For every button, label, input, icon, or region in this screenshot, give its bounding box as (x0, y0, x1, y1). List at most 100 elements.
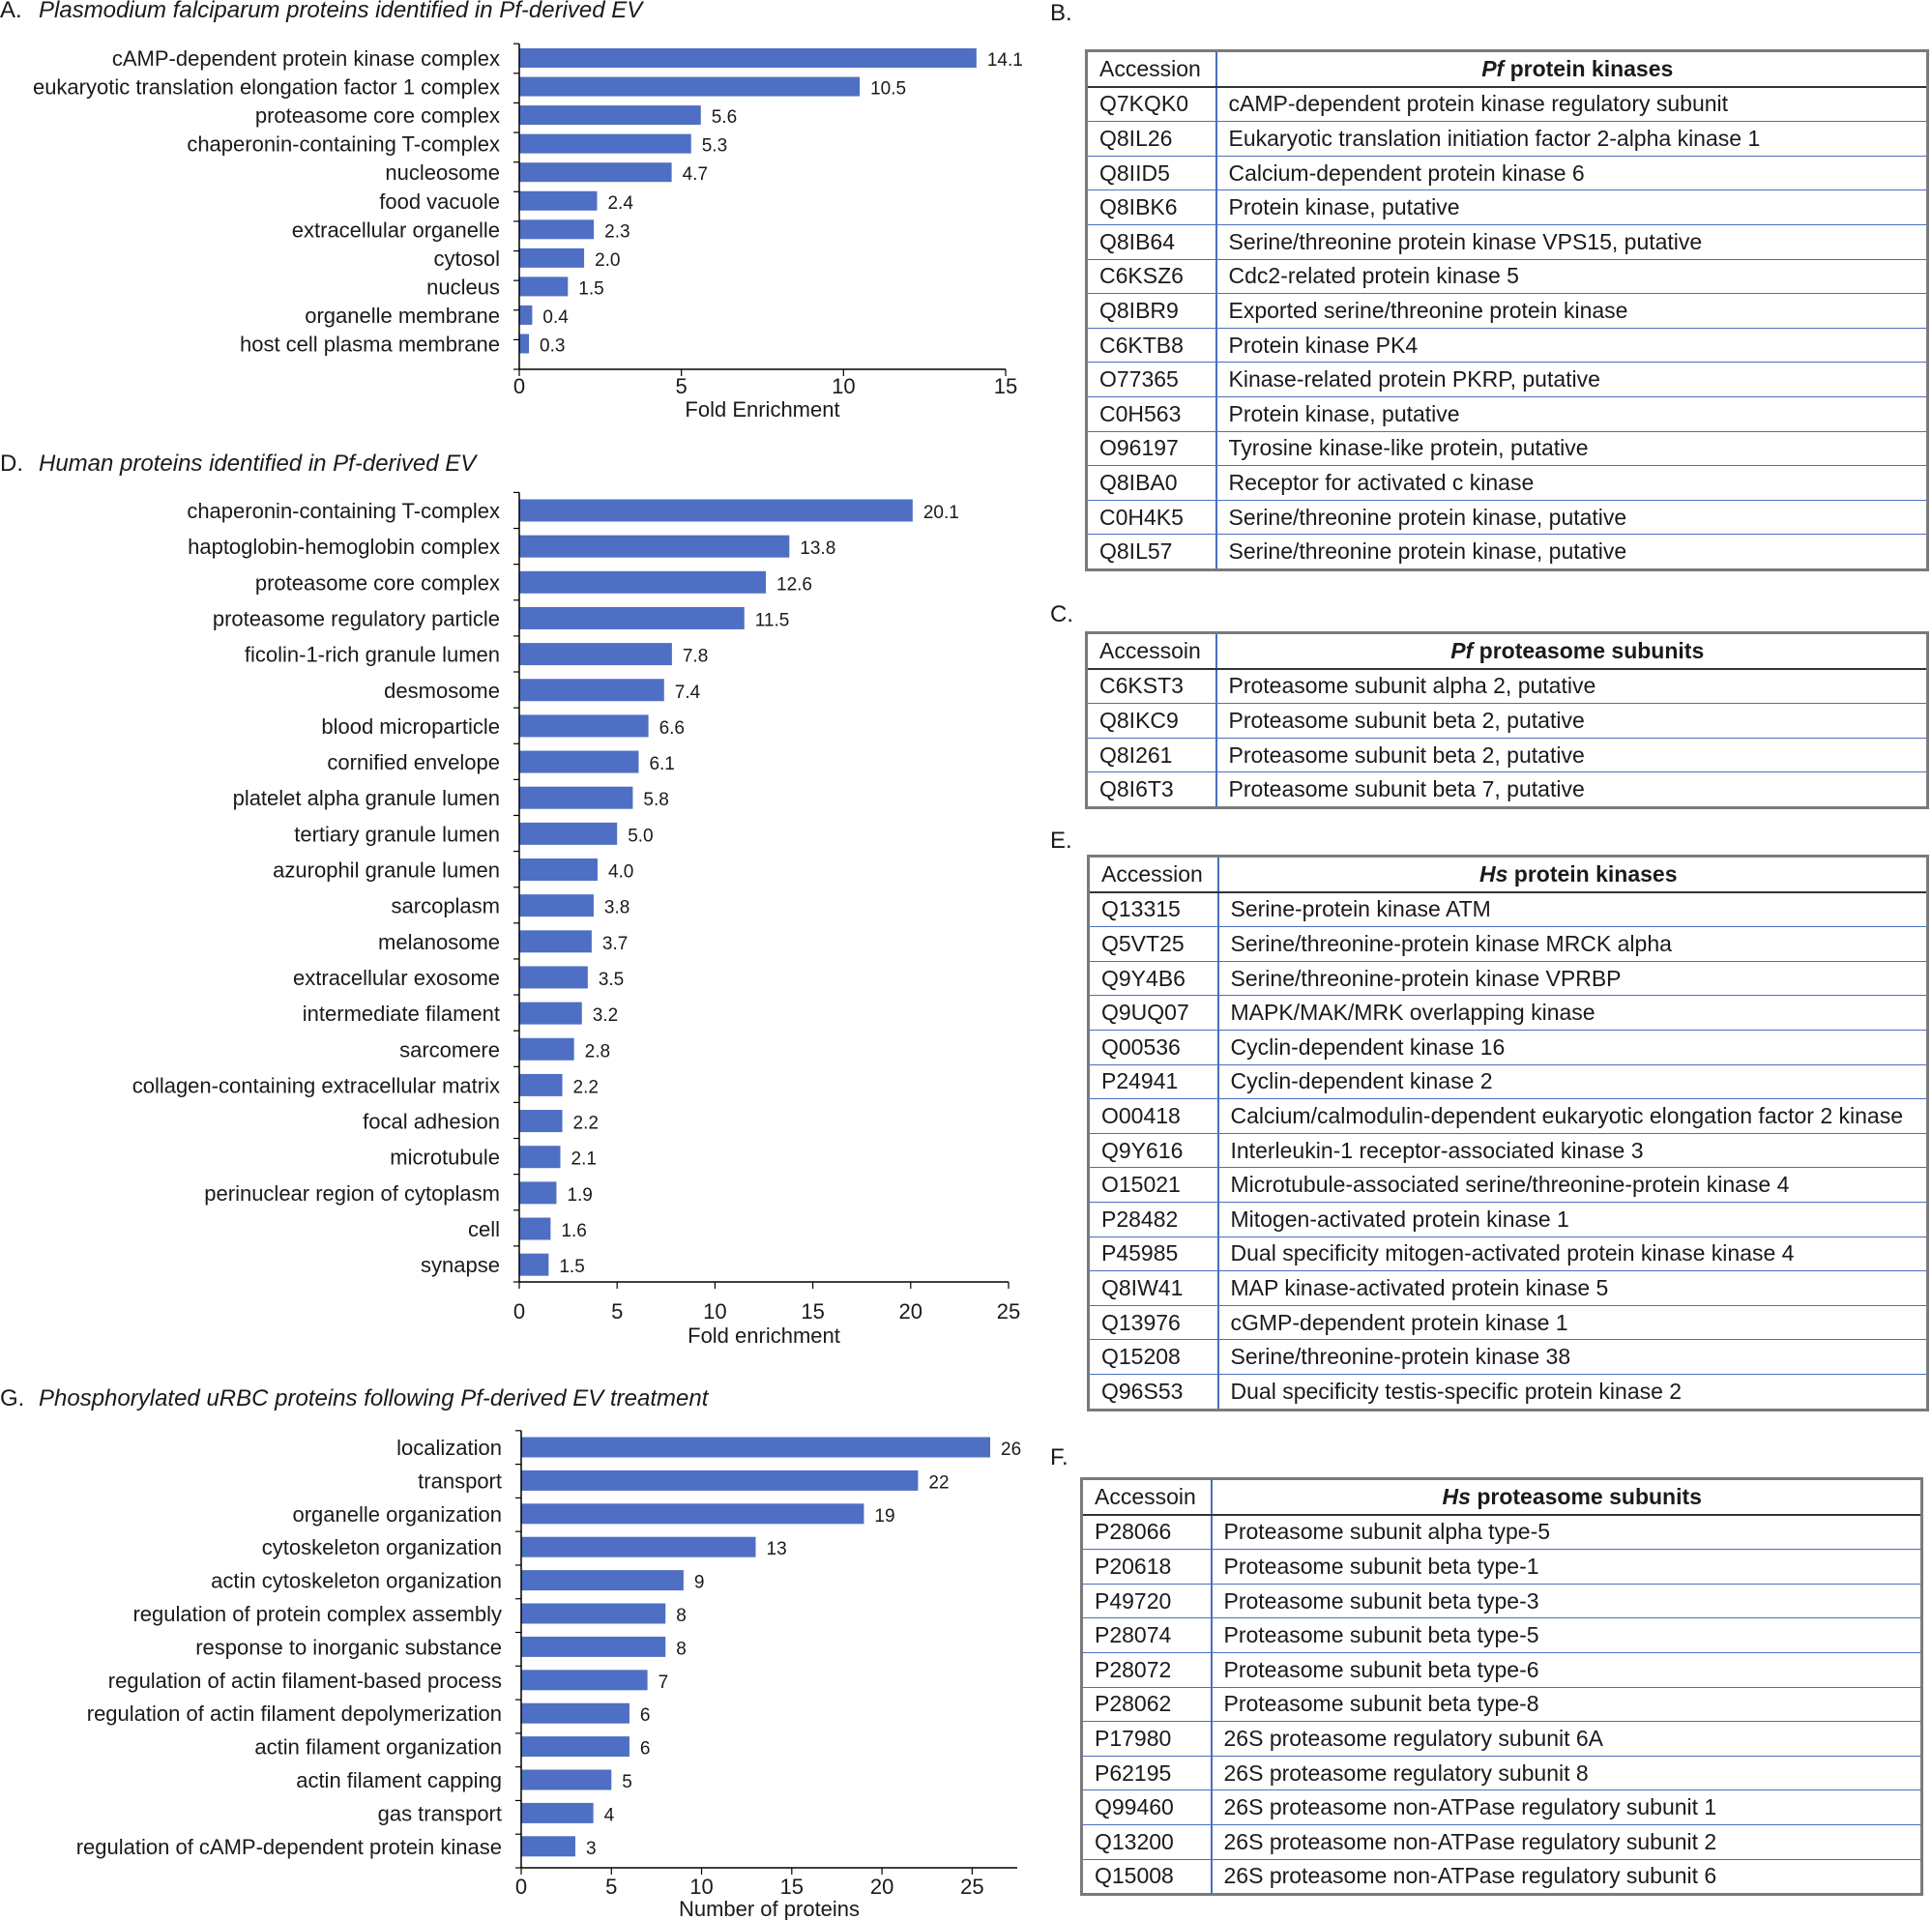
value-label: 2.3 (604, 221, 629, 242)
protein-name-cell: Proteasome subunit beta type-6 (1211, 1652, 1922, 1688)
accession-cell: C6KST3 (1086, 668, 1217, 705)
category-label: regulation of cAMP-dependent protein kin… (76, 1835, 502, 1859)
category-label: chaperonin-containing T-complex (187, 132, 500, 157)
protein-name-cell: Serine-protein kinase ATM (1217, 891, 1928, 928)
bar (519, 305, 533, 325)
accession-cell: Q99460 (1081, 1789, 1213, 1825)
accession-cell: Q13200 (1081, 1824, 1213, 1860)
category-label: cornified envelope (327, 750, 500, 774)
accession-cell: C0H4K5 (1086, 500, 1217, 536)
bar (519, 822, 618, 845)
value-label: 1.5 (559, 1257, 584, 1277)
value-label: 0.3 (540, 336, 565, 357)
accession-cell: O77365 (1086, 362, 1217, 397)
value-label: 10.5 (870, 79, 906, 100)
protein-name-cell: Eukaryotic translation initiation factor… (1215, 121, 1928, 157)
protein-name-cell: Proteasome subunit beta type-3 (1211, 1584, 1922, 1619)
accession-cell: Q8IL26 (1086, 121, 1217, 157)
table-row: Q15208 Serine/threonine-protein kinase 38 (1088, 1339, 1928, 1375)
bar (519, 606, 745, 629)
accession-cell: P49720 (1081, 1584, 1213, 1619)
protein-name-cell: cGMP-dependent protein kinase 1 (1217, 1305, 1928, 1341)
bar (521, 1802, 594, 1823)
x-tick-label: 10 (689, 1875, 713, 1899)
table-row: Q15008 26S proteasome non-ATPase regulato… (1081, 1859, 1922, 1895)
value-label: 2.1 (571, 1149, 597, 1170)
value-label: 3.5 (599, 970, 624, 990)
accession-cell: O00418 (1088, 1098, 1219, 1134)
value-label: 2.2 (573, 1077, 599, 1097)
category-label: collagen-containing extracellular matrix (132, 1073, 500, 1097)
x-tick-label: 20 (899, 1299, 922, 1324)
accession-cell: Q9Y4B6 (1088, 961, 1219, 997)
value-label: 2.4 (607, 193, 633, 214)
chart-panel-label: G. (0, 1385, 24, 1411)
x-tick-label: 15 (801, 1299, 824, 1324)
x-axis-title: Fold Enrichment (685, 397, 839, 422)
table-row: Q9Y616 Interleukin-1 receptor-associated … (1088, 1133, 1928, 1169)
accession-cell: P28066 (1081, 1514, 1213, 1551)
table-row: P28072 Proteasome subunit beta type-6 (1081, 1652, 1922, 1688)
bar (519, 858, 598, 881)
protein-name-cell: Tyrosine kinase-like protein, putative (1215, 431, 1928, 467)
accession-cell: Q8IKC9 (1086, 703, 1217, 739)
value-label: 1.5 (578, 278, 603, 299)
category-label: haptoglobin-hemoglobin complex (188, 535, 500, 559)
table-row: P20618 Proteasome subunit beta type-1 (1081, 1549, 1922, 1585)
accession-cell: Q8I261 (1086, 738, 1217, 773)
protein-name-cell: Kinase-related protein PKRP, putative (1215, 362, 1928, 397)
accession-cell: O15021 (1088, 1167, 1219, 1203)
protein-name-cell: Proteasome subunit beta type-8 (1211, 1687, 1922, 1723)
panel-label-c: C. (1050, 601, 1073, 627)
category-label: blood microparticle (321, 714, 500, 739)
category-label: melanosome (378, 930, 500, 954)
bar (519, 714, 649, 738)
value-label: 13.8 (800, 538, 835, 559)
bar (519, 930, 592, 953)
category-label: perinuclear region of cytoplasm (204, 1181, 500, 1206)
bar (519, 643, 672, 666)
x-tick-label: 25 (960, 1875, 983, 1899)
category-label: transport (418, 1469, 502, 1493)
protein-name-cell: 26S proteasome regulatory subunit 8 (1211, 1756, 1922, 1791)
table-row: Q8IKC9 Proteasome subunit beta 2, putativ… (1086, 703, 1928, 739)
category-label: actin cytoskeleton organization (211, 1569, 502, 1593)
value-label: 4.7 (683, 164, 708, 185)
chart-title: Human proteins identified in Pf-derived … (39, 451, 478, 477)
value-label: 2.8 (585, 1041, 610, 1062)
protein-name-cell: Cyclin-dependent kinase 16 (1217, 1030, 1928, 1065)
value-label: 14.1 (987, 50, 1023, 71)
value-label: 11.5 (755, 610, 790, 630)
category-label: organelle organization (293, 1502, 503, 1527)
bar (519, 1037, 574, 1061)
table-row: O15021 Microtubule-associated serine/thre… (1088, 1167, 1928, 1203)
bar (519, 162, 672, 183)
table-row: C6KTB8 Protein kinase PK4 (1086, 328, 1928, 364)
protein-name-cell: 26S proteasome non-ATPase regulatory sub… (1211, 1789, 1922, 1825)
bar (521, 1570, 684, 1591)
accession-cell: C6KSZ6 (1086, 259, 1217, 295)
category-label: proteasome core complex (255, 103, 500, 128)
value-label: 2.0 (595, 250, 620, 271)
accession-cell: P28074 (1081, 1617, 1213, 1653)
accession-header: Accessoin (1081, 1478, 1213, 1516)
value-label: 2.2 (573, 1114, 599, 1134)
table-row: O77365 Kinase-related protein PKRP, putat… (1086, 362, 1928, 397)
x-axis-title: Fold enrichment (688, 1324, 840, 1348)
value-label: 3.8 (604, 898, 629, 918)
category-label: gas transport (378, 1801, 502, 1825)
value-label: 7.8 (683, 647, 708, 667)
x-tick-label: 15 (780, 1875, 804, 1899)
accession-cell: P62195 (1081, 1756, 1213, 1791)
bar (519, 535, 790, 558)
bar (519, 1110, 563, 1133)
bar (519, 76, 861, 97)
category-label: cytosol (434, 247, 500, 271)
value-label: 8 (676, 1606, 687, 1626)
accession-cell: P17980 (1081, 1721, 1213, 1757)
category-label: ficolin-1-rich granule lumen (245, 643, 500, 667)
species-prefix: Hs (1478, 860, 1508, 887)
table-row: P62195 26S proteasome regulatory subunit … (1081, 1756, 1922, 1791)
bar (521, 1437, 991, 1458)
table-title-text: protein kinases (1504, 55, 1674, 81)
